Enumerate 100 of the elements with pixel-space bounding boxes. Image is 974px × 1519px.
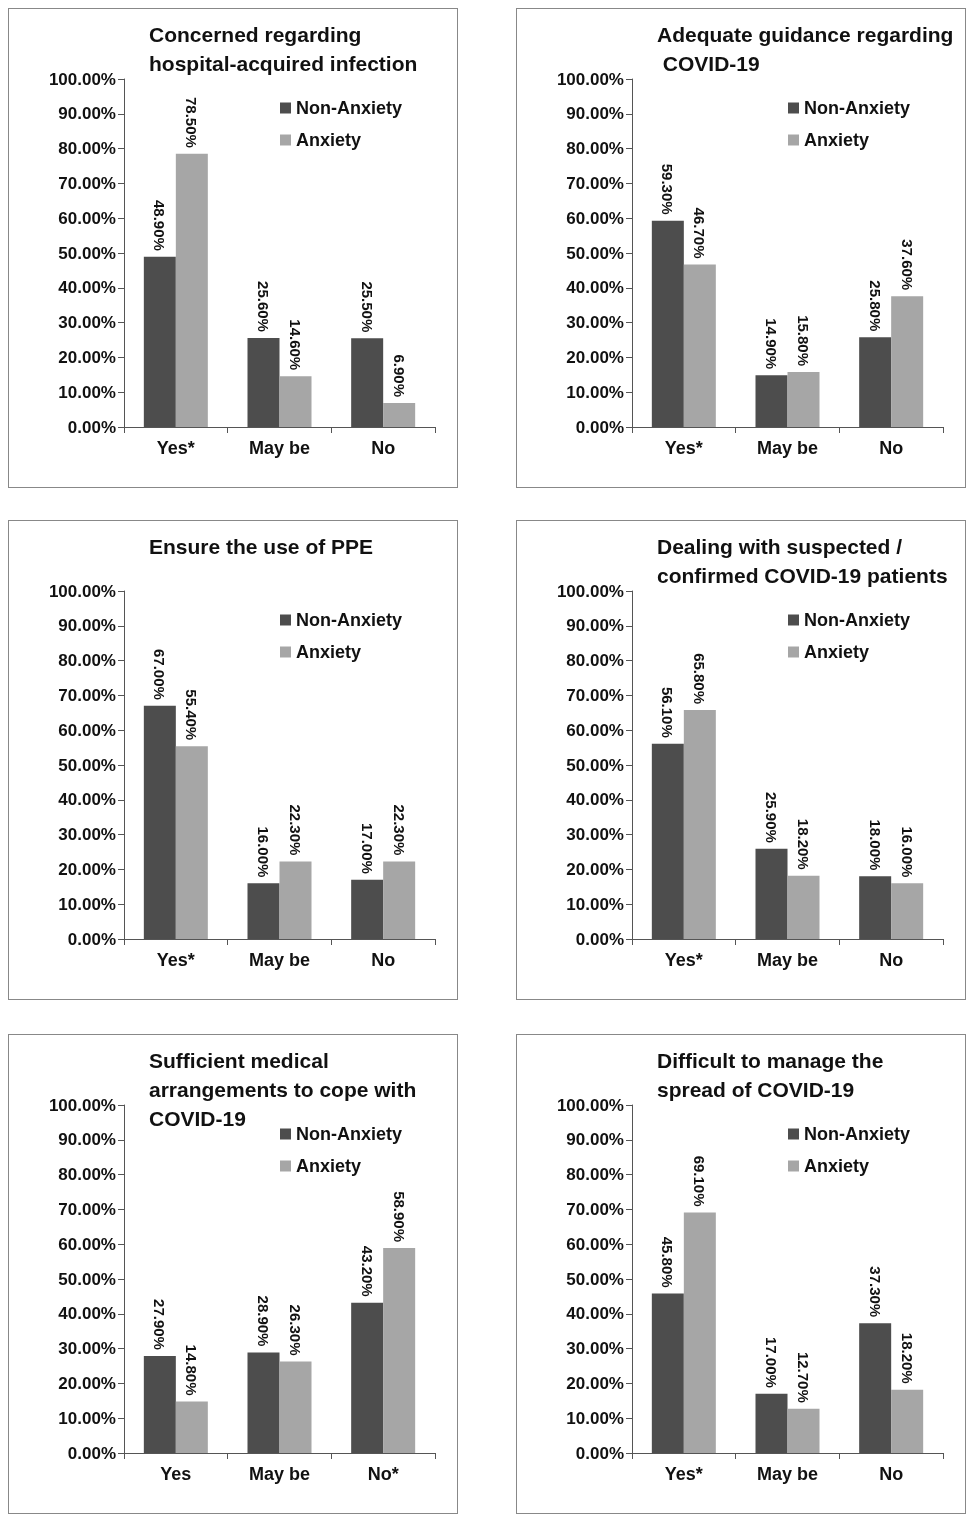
y-tick-label: 60.00% xyxy=(566,208,624,228)
data-label: 27.90% xyxy=(151,1299,169,1350)
data-label: 65.80% xyxy=(691,653,709,705)
bar xyxy=(175,746,208,939)
chart-title: Dealing with suspected /confirmed COVID-19 patients xyxy=(657,535,948,587)
y-tick-label: 50.00% xyxy=(58,1269,116,1289)
y-tick-label: 40.00% xyxy=(58,278,116,298)
y-tick-label: 100.00% xyxy=(48,581,116,601)
y-tick-label: 80.00% xyxy=(566,139,624,159)
y-tick-label: 30.00% xyxy=(566,825,624,845)
y-tick-label: 10.00% xyxy=(58,894,116,914)
bar xyxy=(383,861,416,939)
chart-title: Ensure the use of PPE xyxy=(149,535,374,558)
data-label: 25.50% xyxy=(358,281,376,333)
data-label: 14.60% xyxy=(287,319,304,371)
data-label: 16.00% xyxy=(255,826,272,878)
bar xyxy=(891,296,924,427)
data-label: 67.00% xyxy=(151,648,169,700)
data-label: 55.40% xyxy=(183,689,201,741)
x-tick-label: May be xyxy=(248,438,311,458)
data-label: 16.00% xyxy=(898,826,916,878)
y-tick-label: 90.00% xyxy=(566,104,624,124)
y-tick-label: 50.00% xyxy=(566,243,624,263)
y-tick-label: 90.00% xyxy=(566,1130,624,1150)
y-tick-label: 100.00% xyxy=(556,581,624,601)
x-tick-label: Yes* xyxy=(664,1464,703,1484)
y-tick-label: 0.00% xyxy=(67,929,116,949)
data-label: 56.10% xyxy=(659,686,677,738)
legend-label: Non-Anxiety xyxy=(804,1124,911,1144)
y-tick-label: 50.00% xyxy=(566,755,624,775)
data-label: 18.00% xyxy=(866,819,884,871)
y-tick-label: 60.00% xyxy=(566,1234,624,1254)
y-tick-label: 90.00% xyxy=(58,1130,116,1150)
y-tick-label: 20.00% xyxy=(58,347,116,367)
y-tick-label: 90.00% xyxy=(58,616,116,636)
y-tick-label: 60.00% xyxy=(566,720,624,740)
y-tick-label: 40.00% xyxy=(566,278,624,298)
y-tick-label: 20.00% xyxy=(58,1373,116,1393)
bar xyxy=(175,1401,208,1453)
bar xyxy=(891,1389,924,1453)
y-tick-label: 70.00% xyxy=(58,173,116,193)
data-label: 78.50% xyxy=(183,96,201,148)
y-tick-label: 20.00% xyxy=(566,859,624,879)
legend-label: Anxiety xyxy=(296,642,362,662)
legend-label: Anxiety xyxy=(804,130,870,150)
data-label: 37.60% xyxy=(898,239,916,291)
y-tick-label: 40.00% xyxy=(566,1304,624,1324)
data-label: 25.60% xyxy=(255,281,272,332)
data-label: 37.30% xyxy=(866,1266,884,1318)
y-tick-label: 20.00% xyxy=(58,859,116,879)
y-tick-label: 40.00% xyxy=(58,1304,116,1324)
x-tick-label: No xyxy=(879,438,904,458)
legend-label: Non-Anxiety xyxy=(804,610,911,630)
y-tick-label: 80.00% xyxy=(58,651,116,671)
x-tick-label: Yes* xyxy=(156,950,195,970)
chart-title: Difficult to manage the spread of COVID-19 xyxy=(657,1049,890,1101)
legend-label: Anxiety xyxy=(296,130,362,150)
y-tick-label: 60.00% xyxy=(58,720,116,740)
data-label: 45.80% xyxy=(659,1236,677,1288)
y-tick-label: 10.00% xyxy=(566,1408,624,1428)
bar xyxy=(383,402,416,427)
bar xyxy=(279,1361,312,1453)
y-tick-label: 90.00% xyxy=(566,616,624,636)
y-tick-label: 40.00% xyxy=(566,790,624,810)
legend-label: Non-Anxiety xyxy=(804,98,911,118)
y-tick-label: 0.00% xyxy=(67,1443,116,1463)
data-label: 18.20% xyxy=(795,818,812,870)
data-label: 22.30% xyxy=(287,804,304,856)
y-tick-label: 100.00% xyxy=(556,1095,624,1115)
y-tick-label: 30.00% xyxy=(58,313,116,333)
y-tick-label: 30.00% xyxy=(566,313,624,333)
data-label: 6.90% xyxy=(390,354,408,397)
y-tick-label: 0.00% xyxy=(575,929,624,949)
data-label: 22.30% xyxy=(390,804,408,856)
bar xyxy=(787,1408,820,1453)
y-tick-label: 30.00% xyxy=(58,825,116,845)
bar xyxy=(175,153,208,427)
x-tick-label: No xyxy=(371,950,396,970)
x-tick-label: May be xyxy=(756,950,819,970)
y-tick-label: 50.00% xyxy=(58,243,116,263)
data-label: 25.80% xyxy=(866,280,884,332)
x-tick-label: May be xyxy=(248,1464,311,1484)
data-label: 17.00% xyxy=(763,1336,780,1388)
y-tick-label: 60.00% xyxy=(58,1234,116,1254)
bar xyxy=(891,883,924,939)
data-label: 46.70% xyxy=(691,207,709,259)
x-tick-label: No* xyxy=(367,1464,399,1484)
data-label: 17.00% xyxy=(358,822,376,874)
y-tick-label: 100.00% xyxy=(48,1095,116,1115)
chart-title: Adequate guidance regarding COVID-19 xyxy=(657,23,954,75)
y-tick-label: 70.00% xyxy=(566,173,624,193)
x-tick-label: Yes xyxy=(160,1464,192,1484)
y-tick-label: 10.00% xyxy=(566,894,624,914)
data-label: 15.80% xyxy=(795,315,812,367)
bar xyxy=(683,264,716,427)
data-label: 28.90% xyxy=(255,1295,272,1347)
y-tick-label: 100.00% xyxy=(48,69,116,89)
x-tick-label: Yes* xyxy=(156,438,195,458)
y-tick-label: 10.00% xyxy=(566,382,624,402)
y-tick-label: 30.00% xyxy=(58,1339,116,1359)
